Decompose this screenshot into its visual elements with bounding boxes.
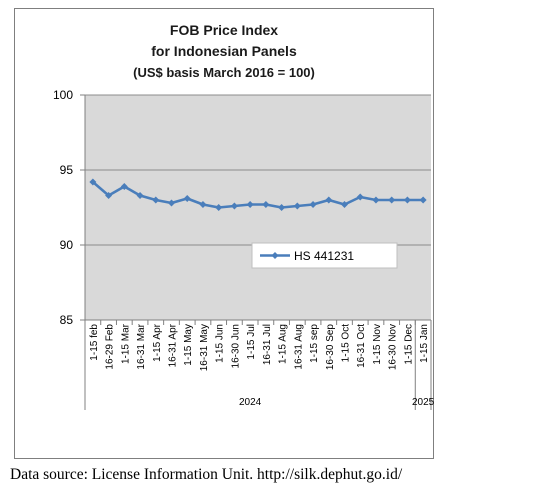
x-tick-label-17: 16-31 Oct xyxy=(356,324,367,368)
y-tick-label-90: 90 xyxy=(60,238,74,252)
x-tick-label-3: 16-31 Mar xyxy=(136,323,147,369)
x-tick-label-11: 16-31 Jul xyxy=(262,324,273,365)
x-tick-label-0: 1-15 feb xyxy=(89,324,100,361)
x-tick-label-1: 16-29 Feb xyxy=(105,324,116,370)
series-line-0 xyxy=(91,180,425,209)
x-tick-label-9: 16-30 Jun xyxy=(230,324,241,368)
x-tick-label-16: 1-15 Oct xyxy=(341,324,352,363)
year-label-2024: 2024 xyxy=(239,397,262,408)
legend-label: HS 441231 xyxy=(294,249,354,263)
plot-area xyxy=(85,95,431,320)
x-tick-label-19: 16-30 Nov xyxy=(388,324,399,370)
data-point-11 xyxy=(262,201,270,208)
x-tick-label-5: 16-31 Apr xyxy=(168,323,179,367)
data-source-note: Data source: License Information Unit. h… xyxy=(10,466,403,483)
x-tick-label-14: 1-15 sep xyxy=(309,324,320,363)
x-tick-label-10: 1-15 Jul xyxy=(246,324,257,360)
x-tick-label-8: 1-15 Jun xyxy=(215,324,226,363)
data-point-6 xyxy=(183,195,191,202)
x-tick-label-6: 1-15 May xyxy=(183,324,194,366)
chart-title-line-3: (US$ basis March 2016 = 100) xyxy=(133,65,315,80)
x-tick-label-4: 1-15 Apr xyxy=(152,323,163,361)
data-point-7 xyxy=(199,201,207,208)
x-tick-label-12: 1-15 Aug xyxy=(278,324,289,364)
y-tick-label-95: 95 xyxy=(60,163,74,177)
y-tick-label-85: 85 xyxy=(60,313,74,327)
y-tick-label-100: 100 xyxy=(53,88,73,102)
data-point-13 xyxy=(293,202,301,210)
data-point-21 xyxy=(419,196,427,204)
data-point-10 xyxy=(246,201,254,208)
data-point-9 xyxy=(230,202,238,210)
chart-title-line-1: FOB Price Index xyxy=(169,22,279,38)
x-tick-label-20: 1-15 Dec xyxy=(403,324,414,365)
x-tick-label-18: 1-15 Nov xyxy=(372,324,383,365)
data-point-18 xyxy=(372,196,380,204)
data-point-2 xyxy=(120,183,128,190)
data-point-12 xyxy=(278,204,286,211)
data-point-17 xyxy=(356,193,364,201)
x-tick-label-15: 16-30 Sep xyxy=(325,324,336,371)
data-point-4 xyxy=(152,196,160,204)
x-tick-label-2: 1-15 Mar xyxy=(120,323,131,364)
data-point-14 xyxy=(309,201,317,208)
x-tick-label-7: 16-31 May xyxy=(199,324,210,371)
data-point-1 xyxy=(105,192,113,199)
data-point-5 xyxy=(168,199,175,207)
data-point-19 xyxy=(388,196,396,204)
chart-title-line-2: for Indonesian Panels xyxy=(151,43,297,59)
year-label-2025: 2025 xyxy=(412,397,435,408)
data-point-20 xyxy=(403,196,411,204)
x-tick-label-21: 1-15 Jan xyxy=(419,324,430,363)
data-point-0 xyxy=(89,178,97,186)
chart-title: FOB Price Index for Indonesian Panels (U… xyxy=(14,20,434,83)
data-point-16 xyxy=(341,201,348,208)
x-tick-label-13: 16-31 Aug xyxy=(293,324,304,370)
data-point-8 xyxy=(215,204,223,211)
data-point-3 xyxy=(136,192,144,199)
data-point-15 xyxy=(325,196,333,204)
legend-marker-swatch xyxy=(271,252,279,259)
